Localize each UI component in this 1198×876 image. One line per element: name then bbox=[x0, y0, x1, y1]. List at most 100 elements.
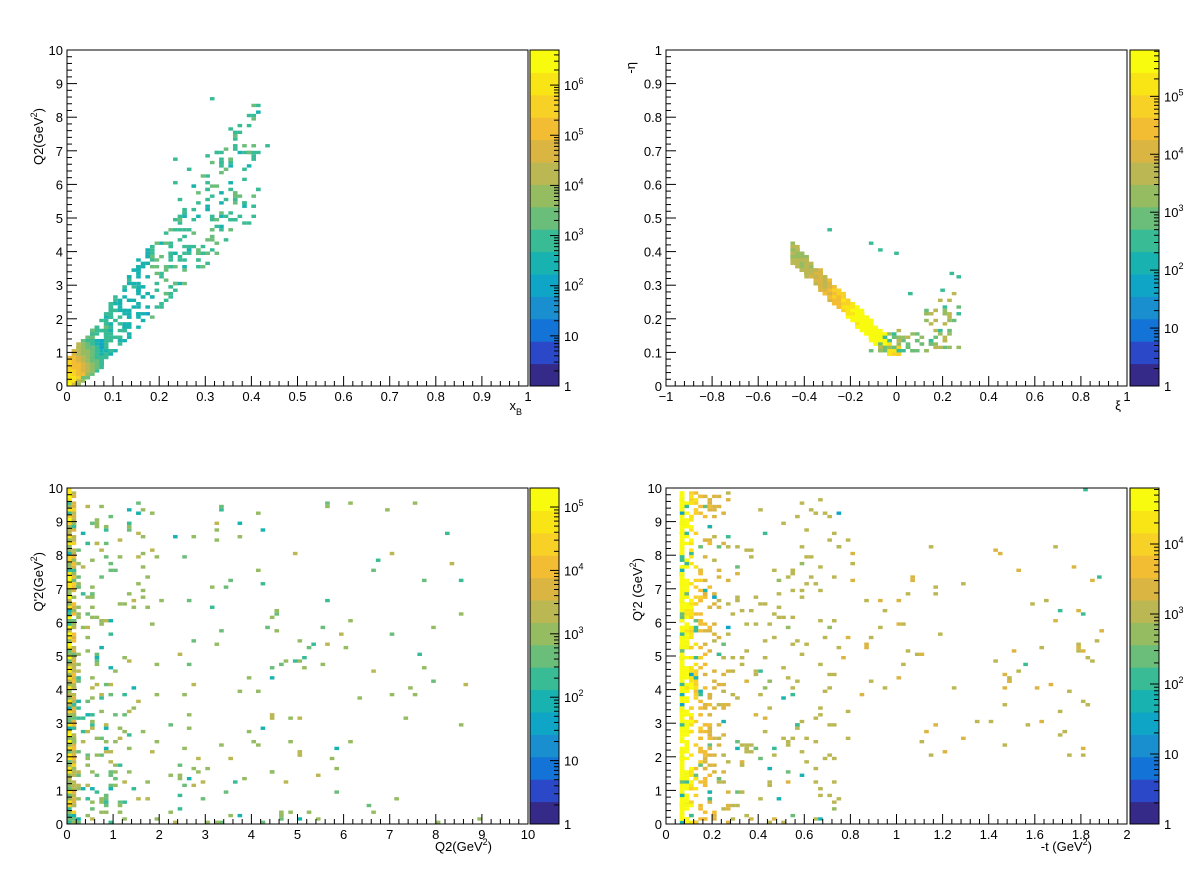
heatmap-cell bbox=[693, 602, 699, 606]
heatmap-cell bbox=[182, 281, 187, 286]
heatmap-cell bbox=[136, 268, 141, 272]
heatmap-cell bbox=[795, 679, 800, 683]
heatmap-cell bbox=[232, 147, 238, 151]
heatmap-cell bbox=[896, 335, 902, 339]
heatmap-cell bbox=[928, 322, 934, 326]
heatmap-cell bbox=[836, 295, 842, 299]
heatmap-cell bbox=[76, 379, 81, 383]
heatmap-cell bbox=[219, 504, 224, 509]
heatmap-cell bbox=[394, 797, 399, 801]
heatmap-cell bbox=[748, 750, 754, 754]
y-tick-label: 1 bbox=[56, 783, 63, 798]
heatmap-cell bbox=[67, 669, 72, 673]
heatmap-cell bbox=[154, 740, 160, 744]
heatmap-cell bbox=[214, 538, 220, 542]
heatmap-cell bbox=[679, 686, 685, 690]
heatmap-cell bbox=[813, 511, 819, 515]
x-tick-label: 0.6 bbox=[795, 827, 813, 842]
y-tick-label: 2 bbox=[56, 750, 63, 765]
heatmap-cell bbox=[182, 251, 187, 255]
heatmap-cell bbox=[186, 662, 192, 667]
heatmap-cell bbox=[232, 191, 238, 195]
y-tick-label: 10 bbox=[49, 43, 63, 58]
heatmap-cell bbox=[679, 659, 685, 663]
heatmap-cell bbox=[896, 352, 902, 356]
heatmap-cell bbox=[214, 218, 220, 222]
heatmap-cell bbox=[76, 773, 81, 777]
heatmap-cell bbox=[767, 766, 773, 771]
heatmap-cell bbox=[702, 504, 708, 509]
heatmap-cell bbox=[679, 699, 685, 704]
heatmap-cell bbox=[689, 528, 694, 532]
x-tick-label: 0.8 bbox=[1072, 389, 1090, 404]
heatmap-cell bbox=[684, 743, 690, 747]
heatmap-cell bbox=[173, 218, 178, 222]
heatmap-cell bbox=[108, 335, 114, 339]
heatmap-cell bbox=[186, 167, 192, 171]
heatmap-cell bbox=[827, 278, 832, 282]
heatmap-cell bbox=[71, 555, 77, 559]
colorbar-band bbox=[530, 600, 559, 623]
colorbar-band bbox=[530, 555, 559, 579]
heatmap-cell bbox=[707, 501, 713, 505]
colorbar-band bbox=[1130, 72, 1159, 96]
heatmap-cell bbox=[698, 666, 703, 670]
heatmap-cell bbox=[684, 629, 690, 633]
heatmap-cell bbox=[108, 666, 114, 670]
heatmap-cell bbox=[279, 813, 284, 818]
heatmap-cell bbox=[80, 362, 86, 366]
heatmap-cell bbox=[942, 338, 948, 343]
heatmap-cell bbox=[924, 308, 929, 313]
heatmap-cell bbox=[795, 723, 800, 727]
heatmap-cell bbox=[103, 312, 109, 316]
heatmap-cell bbox=[707, 753, 713, 757]
heatmap-cell bbox=[822, 288, 828, 292]
heatmap-cell bbox=[689, 676, 694, 680]
heatmap-cell bbox=[891, 349, 897, 353]
heatmap-cell bbox=[256, 110, 261, 114]
heatmap-cell bbox=[117, 302, 123, 306]
heatmap-cell bbox=[117, 538, 123, 542]
heatmap-cell bbox=[689, 820, 694, 824]
heatmap-cell bbox=[223, 197, 229, 202]
colorbar-tick-label: 102 bbox=[1164, 261, 1183, 278]
heatmap-cell bbox=[136, 258, 141, 262]
heatmap-cell bbox=[186, 598, 192, 603]
heatmap-cell bbox=[707, 736, 713, 740]
heatmap-cell bbox=[684, 776, 690, 781]
heatmap-cell bbox=[237, 214, 243, 218]
heatmap-cell bbox=[702, 706, 708, 710]
heatmap-cell bbox=[772, 753, 777, 757]
heatmap-cell bbox=[136, 285, 141, 289]
heatmap-cell bbox=[831, 672, 837, 677]
heatmap-cell bbox=[744, 548, 749, 552]
heatmap-cell bbox=[67, 706, 72, 710]
y-tick-label: 8 bbox=[56, 110, 63, 125]
heatmap-cell bbox=[126, 325, 132, 329]
heatmap-cell bbox=[71, 703, 77, 707]
heatmap-cell bbox=[71, 756, 77, 761]
heatmap-cell bbox=[689, 605, 694, 609]
heatmap-cell bbox=[67, 359, 72, 363]
heatmap-cell bbox=[154, 281, 160, 286]
heatmap-cell bbox=[85, 369, 91, 373]
heatmap-cell bbox=[71, 773, 77, 777]
heatmap-cell bbox=[67, 558, 72, 562]
heatmap-cell bbox=[799, 258, 805, 262]
heatmap-cell bbox=[131, 706, 137, 710]
heatmap-cell bbox=[781, 615, 786, 620]
heatmap-cell bbox=[71, 797, 77, 801]
heatmap-cell bbox=[108, 332, 114, 336]
heatmap-cell bbox=[71, 746, 77, 751]
heatmap-cell bbox=[103, 322, 109, 326]
heatmap-cell bbox=[320, 625, 326, 630]
heatmap-cell bbox=[698, 598, 703, 603]
heatmap-cell bbox=[67, 372, 72, 376]
heatmap-cell bbox=[799, 254, 805, 259]
x-tick-label: 0.5 bbox=[288, 389, 306, 404]
heatmap-cell bbox=[113, 318, 118, 323]
y-tick-label: 6 bbox=[56, 177, 63, 192]
heatmap-cell bbox=[891, 335, 897, 339]
heatmap-cell bbox=[177, 197, 183, 202]
heatmap-cell bbox=[744, 746, 749, 751]
